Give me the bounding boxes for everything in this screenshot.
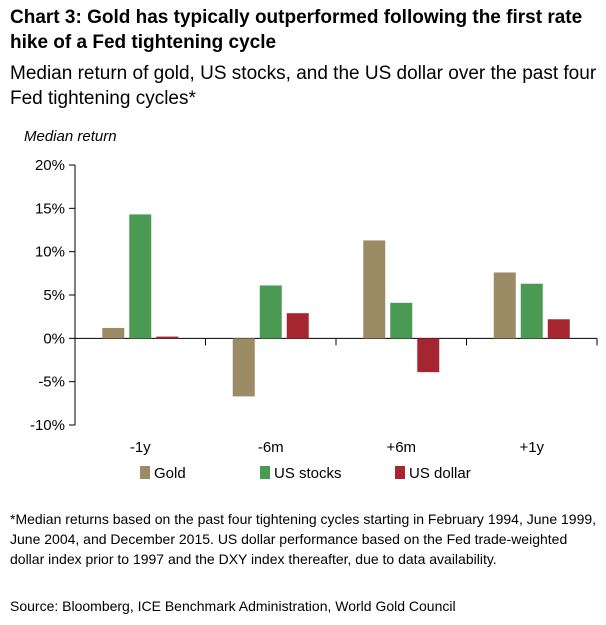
legend-label: Gold xyxy=(154,465,186,482)
x-tick-label: +6m xyxy=(386,439,416,456)
bar-us-dollar-+6m xyxy=(417,338,440,373)
bars xyxy=(102,214,570,397)
bar-gold--1y xyxy=(102,327,125,339)
bar-us-dollar--1y xyxy=(156,336,179,339)
bar-us-stocks--1y xyxy=(129,214,152,339)
source-note: Source: Bloomberg, ICE Benchmark Adminis… xyxy=(10,598,456,614)
x-tick-labels: -1y -6m +6m +1y xyxy=(130,439,545,456)
y-axis-label: Median return xyxy=(24,128,117,145)
bar-us-stocks-+6m xyxy=(390,302,413,339)
legend-label: US stocks xyxy=(274,465,342,482)
x-tick-label: -6m xyxy=(258,439,284,456)
footnote: *Median returns based on the past four t… xyxy=(10,511,597,567)
bar-gold-+1y xyxy=(493,272,516,339)
y-tick-label: 0% xyxy=(43,330,65,347)
bar-us-stocks--6m xyxy=(259,285,282,339)
bar-gold--6m xyxy=(232,338,255,397)
y-tick-label: 10% xyxy=(35,244,65,261)
x-tick-label: -1y xyxy=(130,439,151,456)
chart-subtitle: Median return of gold, US stocks, and th… xyxy=(10,63,597,109)
y-tick-label: -5% xyxy=(38,374,65,391)
bar-us-dollar-+1y xyxy=(547,319,570,339)
chart-title: Chart 3: Gold has typically outperformed… xyxy=(10,7,583,53)
legend-swatch xyxy=(395,466,405,479)
legend-swatch xyxy=(260,466,270,479)
y-tick-label: 15% xyxy=(35,200,65,217)
bar-us-stocks-+1y xyxy=(520,283,543,339)
legend: Gold US stocks US dollar xyxy=(140,465,471,482)
bar-us-dollar--6m xyxy=(286,313,309,339)
y-tick-label: 5% xyxy=(43,287,65,304)
y-tick-label: -10% xyxy=(30,417,65,434)
legend-label: US dollar xyxy=(409,465,471,482)
y-tick-label: 20% xyxy=(35,157,65,174)
bar-gold-+6m xyxy=(363,240,386,339)
legend-swatch xyxy=(140,466,150,479)
x-tick-label: +1y xyxy=(519,439,544,456)
chart-area: Median return 20% 15% 10% 5% 0% -5% -10% -1y -6… xyxy=(24,128,598,482)
